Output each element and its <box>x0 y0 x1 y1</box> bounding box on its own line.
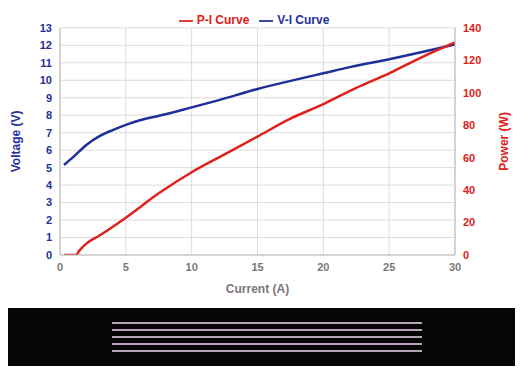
svg-text:6: 6 <box>46 144 52 156</box>
svg-text:5: 5 <box>123 261 129 273</box>
svg-text:7: 7 <box>46 127 52 139</box>
svg-text:15: 15 <box>251 261 263 273</box>
svg-text:0: 0 <box>46 249 52 261</box>
svg-text:20: 20 <box>463 216 475 228</box>
svg-text:25: 25 <box>383 261 395 273</box>
svg-text:40: 40 <box>463 184 475 196</box>
svg-text:10: 10 <box>186 261 198 273</box>
svg-text:100: 100 <box>463 87 481 99</box>
svg-text:13: 13 <box>40 22 52 34</box>
svg-text:11: 11 <box>40 57 52 69</box>
svg-text:0: 0 <box>463 249 469 261</box>
html-text:V-I Curve: V-I Curve <box>277 13 330 27</box>
svg-text:80: 80 <box>463 119 475 131</box>
svg-text:60: 60 <box>463 152 475 164</box>
svg-text:10: 10 <box>40 74 52 86</box>
svg-text:2: 2 <box>46 214 52 226</box>
html-text:P-I Curve: P-I Curve <box>196 13 250 27</box>
svg-text:5: 5 <box>46 162 52 174</box>
svg-text:Voltage (V): Voltage (V) <box>9 111 23 173</box>
svg-text:9: 9 <box>46 92 52 104</box>
svg-text:0: 0 <box>57 261 63 273</box>
svg-text:30: 30 <box>449 261 461 273</box>
svg-text:120: 120 <box>463 54 481 66</box>
svg-text:Current (A): Current (A) <box>226 282 289 296</box>
svg-text:Power (W): Power (W) <box>497 112 511 171</box>
svg-text:140: 140 <box>463 22 481 34</box>
svg-text:3: 3 <box>46 196 52 208</box>
svg-text:8: 8 <box>46 109 52 121</box>
svg-text:12: 12 <box>40 39 52 51</box>
svg-text:4: 4 <box>46 179 53 191</box>
svg-text:1: 1 <box>46 231 52 243</box>
svg-text:20: 20 <box>317 261 329 273</box>
